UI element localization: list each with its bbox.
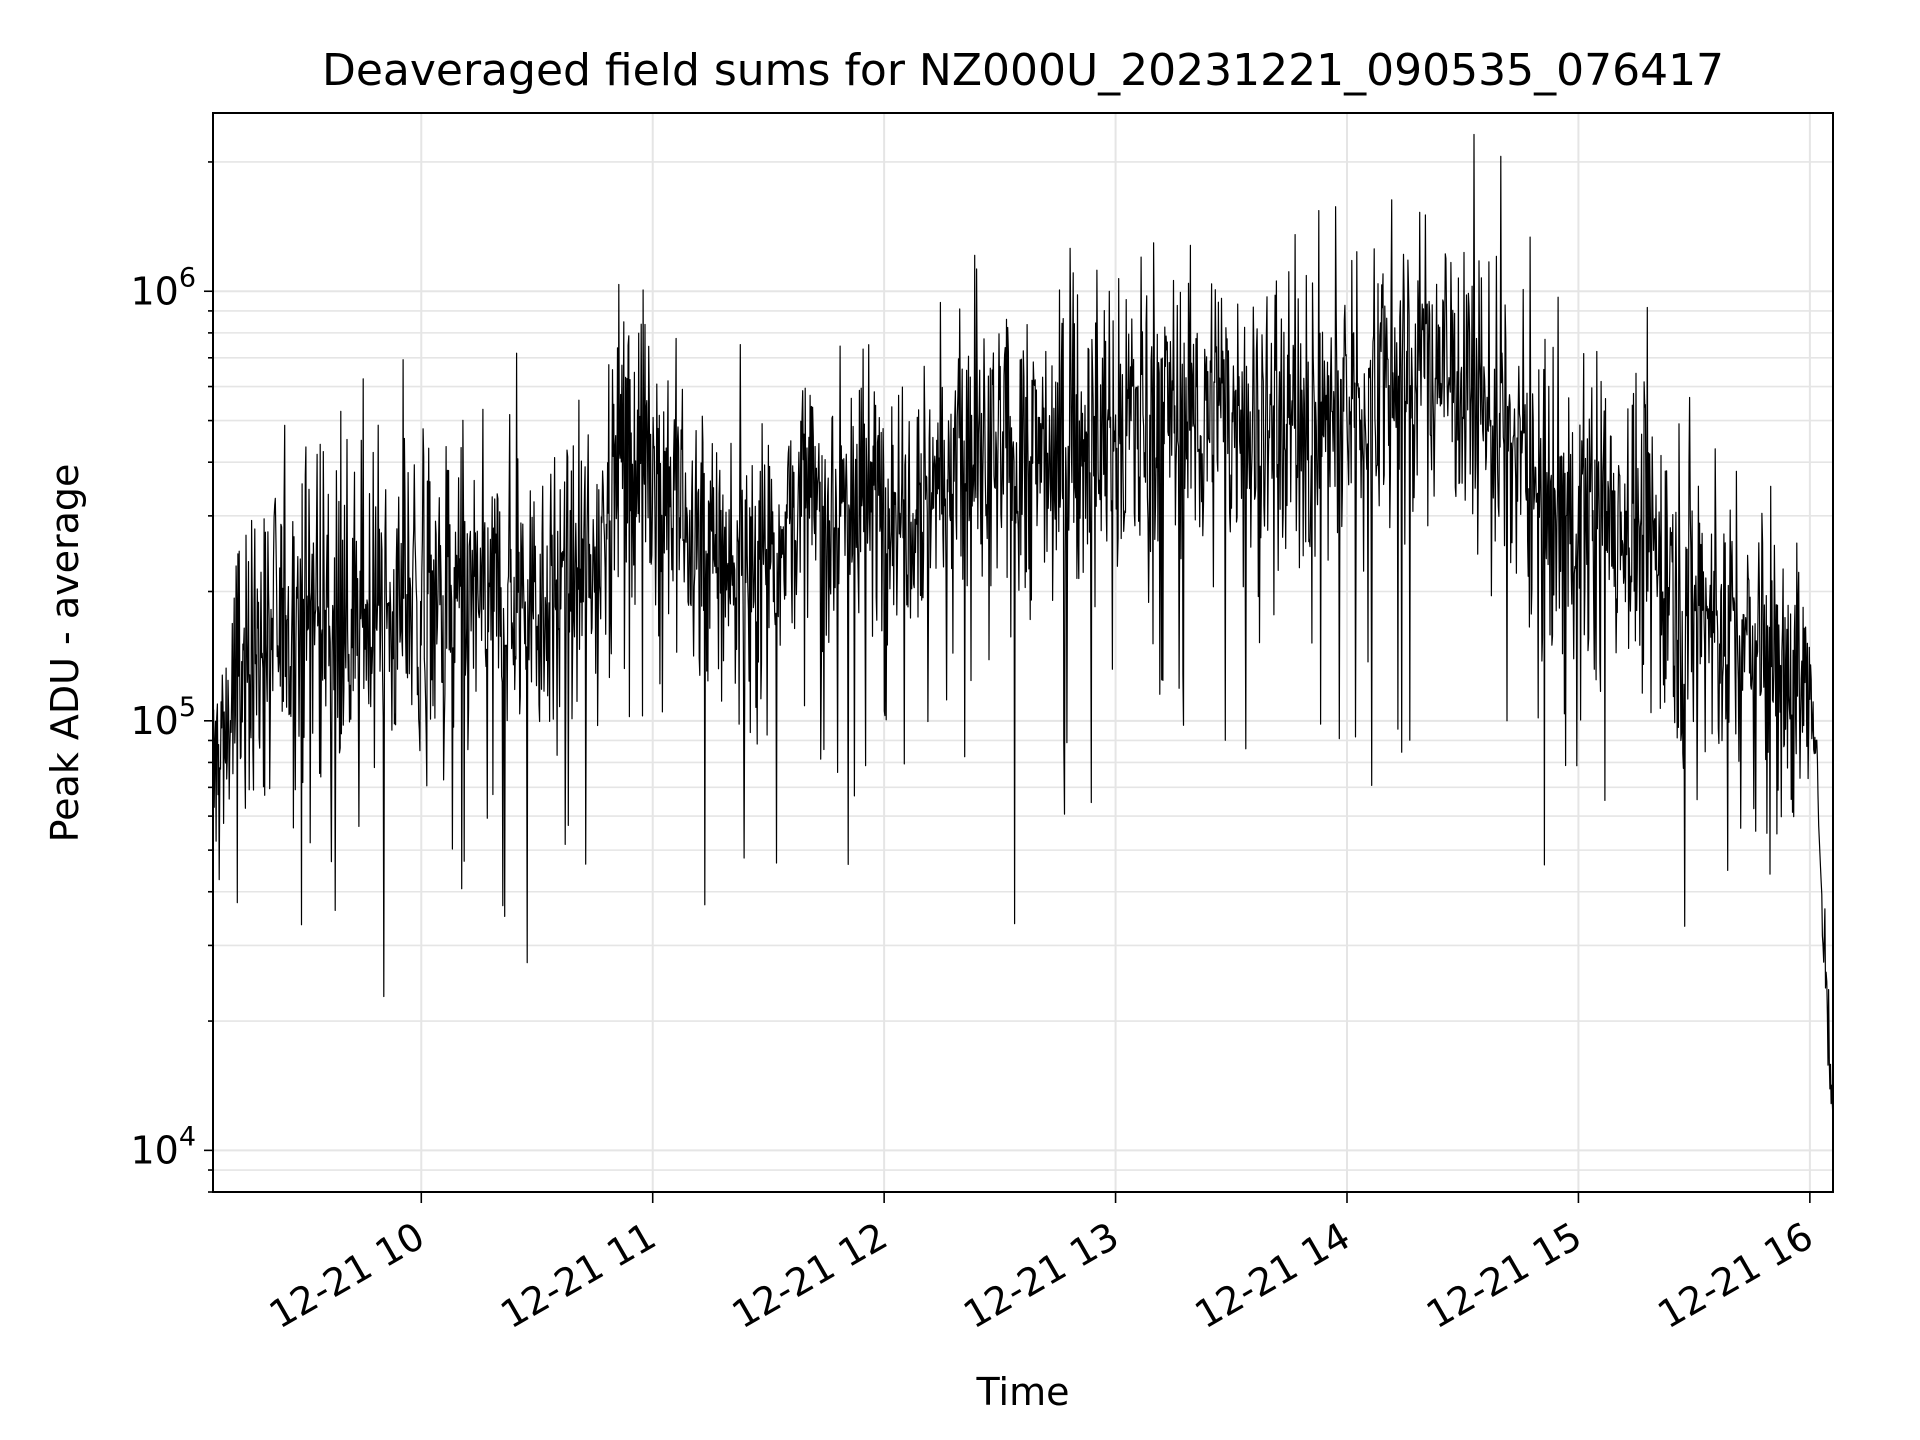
data-line: [212, 133, 1834, 1121]
x-tick-label: 12-21 14: [1188, 1214, 1358, 1338]
x-tick-label: 12-21 16: [1650, 1214, 1820, 1338]
chart-title: Deaveraged field sums for NZ000U_2023122…: [322, 45, 1724, 96]
x-axis: 12-21 10 12-21 11 12-21 12 12-21 13 12-21 14…: [262, 1192, 1820, 1338]
y-tick-label: 106: [130, 262, 196, 313]
y-tick-label: 105: [130, 692, 196, 743]
x-tick-label: 12-21 11: [493, 1214, 663, 1338]
x-tick-label: 12-21 12: [725, 1214, 895, 1338]
x-axis-label: Time: [976, 1370, 1070, 1414]
y-axis: 104 105 106: [130, 161, 213, 1193]
data-series: [212, 133, 1834, 1121]
x-tick-label: 12-21 10: [262, 1214, 432, 1338]
y-axis-label: Peak ADU - average: [43, 464, 87, 843]
plot-frame: [212, 112, 1834, 1193]
grid: [213, 113, 1833, 1193]
x-tick-label: 12-21 13: [956, 1214, 1126, 1338]
y-tick-label: 104: [130, 1121, 196, 1172]
x-tick-label: 12-21 15: [1419, 1214, 1589, 1338]
